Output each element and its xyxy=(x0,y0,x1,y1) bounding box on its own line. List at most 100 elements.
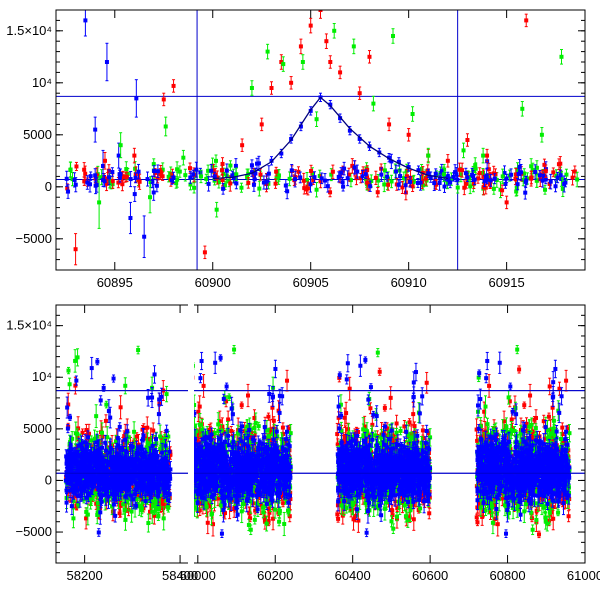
blue-baseline-point xyxy=(266,165,271,183)
red-point xyxy=(240,138,245,152)
red-baseline-point xyxy=(572,165,577,178)
red-point xyxy=(367,50,372,64)
blue-baseline-point xyxy=(261,175,266,190)
red-point xyxy=(246,383,251,408)
blue-point xyxy=(152,365,157,384)
blue-baseline-point xyxy=(188,171,193,184)
bottom-plot-area xyxy=(56,344,585,539)
blue-baseline-point xyxy=(470,167,475,182)
blue-point xyxy=(273,359,278,379)
blue-baseline-point xyxy=(408,176,413,188)
green-point xyxy=(461,142,466,159)
green-baseline-point xyxy=(192,182,197,194)
blue-baseline-point xyxy=(394,164,399,179)
blue-point xyxy=(111,374,116,383)
blue-baseline-point xyxy=(154,179,159,193)
green-point xyxy=(300,54,305,70)
green-point xyxy=(118,132,123,159)
green-point xyxy=(410,106,415,122)
blue-point xyxy=(344,374,349,385)
green-baseline-point xyxy=(473,157,478,173)
green-baseline-point xyxy=(314,182,319,198)
green-point xyxy=(277,517,282,527)
red-point xyxy=(132,147,137,164)
blue-baseline-point xyxy=(355,164,360,179)
blue-point xyxy=(198,373,203,384)
blue-point xyxy=(218,354,223,362)
red-baseline-point xyxy=(551,167,556,178)
red-baseline-point xyxy=(82,162,87,178)
green-point xyxy=(252,515,257,525)
green-baseline-point xyxy=(228,160,233,171)
green-baseline-point xyxy=(376,174,381,188)
blue-point xyxy=(213,351,218,374)
red-baseline-point xyxy=(330,164,335,179)
red-point xyxy=(285,369,290,392)
green-point xyxy=(441,166,446,183)
blue-baseline-point xyxy=(293,170,298,188)
red-baseline-point xyxy=(500,184,505,197)
blue-point xyxy=(199,351,204,371)
red-baseline-point xyxy=(246,177,251,189)
green-point xyxy=(198,169,203,184)
green-point xyxy=(94,404,99,429)
top-plot-area xyxy=(56,10,585,270)
red-baseline-point xyxy=(124,171,129,183)
blue-point xyxy=(96,528,101,537)
green-baseline-point xyxy=(177,165,182,178)
red-baseline-point xyxy=(350,158,355,174)
red-point xyxy=(73,233,78,266)
blue-baseline-point xyxy=(289,163,294,177)
green-baseline-point xyxy=(213,154,218,168)
blue-point xyxy=(93,116,98,143)
blue-point xyxy=(83,10,88,37)
red-point xyxy=(148,504,153,520)
y-tick-label: 5000 xyxy=(23,127,52,142)
red-point xyxy=(202,245,207,260)
blue-point xyxy=(101,149,106,183)
red-baseline-point xyxy=(302,181,307,195)
blue-baseline-point xyxy=(64,170,69,187)
green-point xyxy=(75,348,80,367)
blue-baseline-point xyxy=(283,179,288,193)
green-point xyxy=(500,168,505,185)
blue-point xyxy=(267,385,272,403)
blue-baseline-point xyxy=(145,171,150,187)
x-tick-label: 60915 xyxy=(489,275,525,290)
green-point xyxy=(73,349,78,373)
blue-baseline-point xyxy=(555,171,560,184)
red-point xyxy=(547,377,552,396)
red-point xyxy=(504,195,509,210)
blue-point xyxy=(338,113,343,123)
blue-baseline-point xyxy=(455,174,460,185)
blue-point xyxy=(156,403,161,425)
red-point xyxy=(318,10,323,19)
red-baseline-point xyxy=(305,181,310,196)
blue-point xyxy=(224,382,229,391)
red-point xyxy=(171,79,176,93)
blue-baseline-point xyxy=(553,180,558,193)
red-point xyxy=(324,33,329,49)
red-baseline-point xyxy=(120,170,125,182)
blue-baseline-point xyxy=(488,173,493,187)
green-baseline-point xyxy=(543,184,548,195)
blue-baseline-point xyxy=(342,161,347,176)
blue-point xyxy=(191,169,196,179)
blue-point xyxy=(171,171,176,184)
blue-point xyxy=(328,99,333,110)
red-baseline-point xyxy=(556,158,561,170)
green-point xyxy=(520,101,525,117)
blue-point xyxy=(98,395,103,406)
blue-point xyxy=(406,162,411,172)
y-tick-label: 1.5×10⁴ xyxy=(6,23,52,38)
green-point xyxy=(371,95,376,112)
green-point xyxy=(214,201,219,218)
blue-point xyxy=(364,528,369,538)
blue-baseline-point xyxy=(389,153,394,170)
blue-point xyxy=(345,354,350,373)
blue-point xyxy=(363,356,368,364)
blue-baseline-point xyxy=(453,164,458,181)
blue-baseline-point xyxy=(221,182,226,195)
green-baseline-point xyxy=(257,180,262,197)
red-point xyxy=(103,414,108,428)
